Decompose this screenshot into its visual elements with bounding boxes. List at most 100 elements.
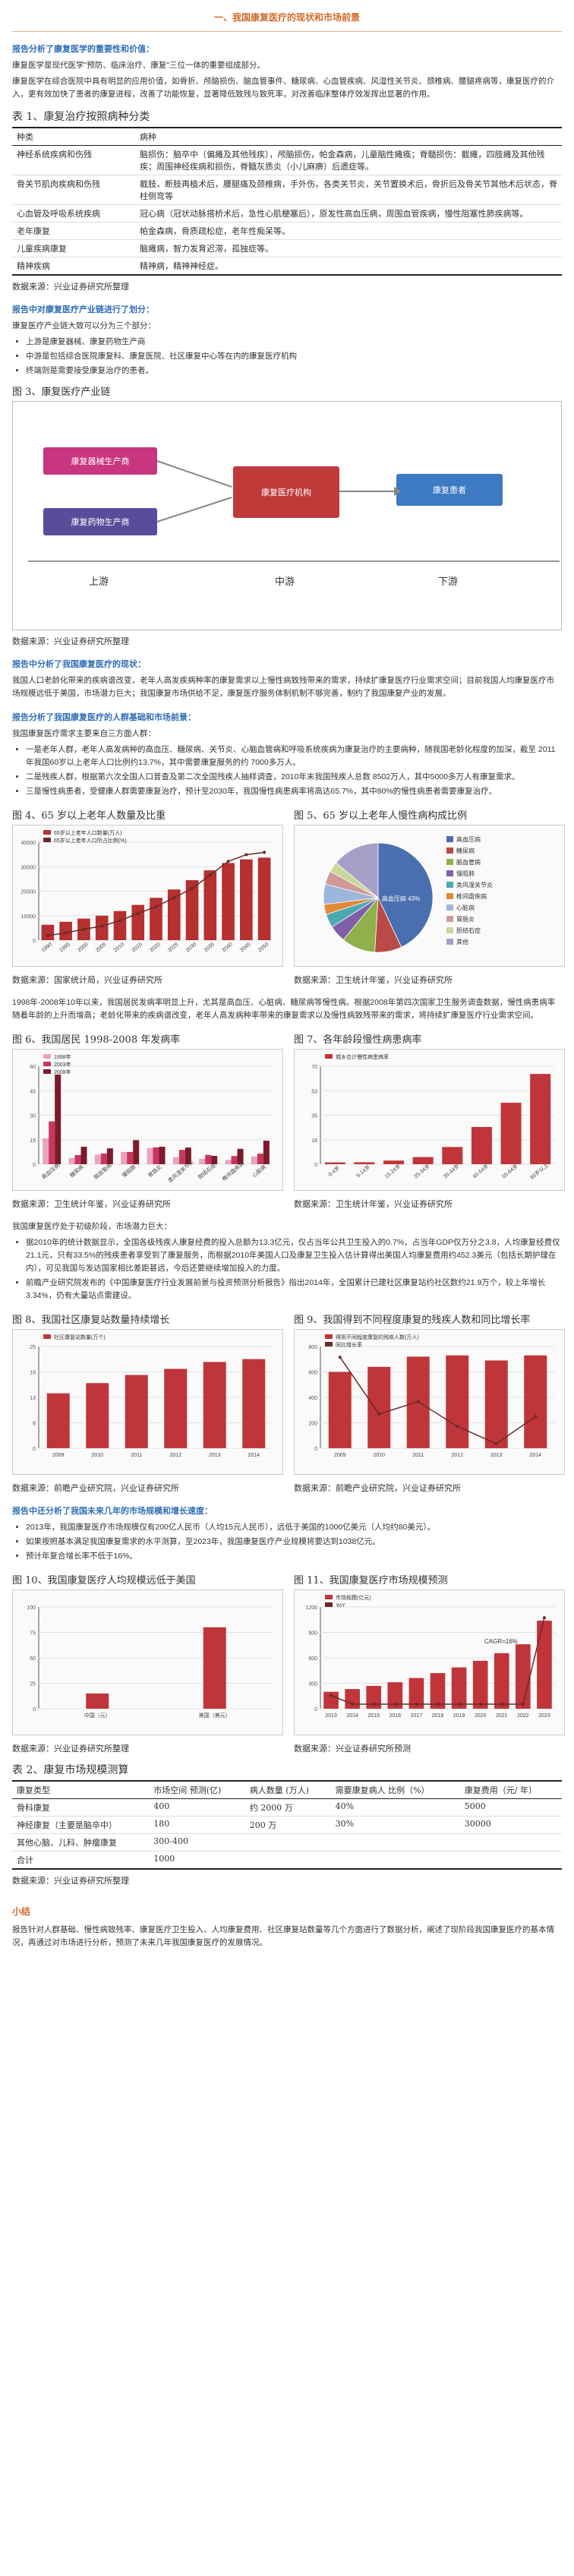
- x-tick-label: 35-44岁: [442, 1163, 461, 1180]
- table-cell: 30%: [330, 1816, 460, 1834]
- figure-row: 图 10、我国康复医疗人均规模远低于美国 0 25 50 75 100 中国（元） 美国（美…: [12, 1566, 565, 1754]
- paragraph: 康复医疗产业链大致可以分为三个部分：: [12, 321, 156, 330]
- table-cell: [244, 1851, 331, 1870]
- legend-swatch: [43, 838, 51, 842]
- table-caption: 表 1、康复治疗按照病种分类: [12, 111, 150, 123]
- bar: [131, 904, 145, 940]
- bar: [324, 1162, 345, 1164]
- legend-swatch: [43, 830, 51, 835]
- line-point: [377, 1412, 381, 1416]
- list-item: 中游是包括综合医院康复科、康复医院、社区康复中心等在内的康复医疗机构: [26, 350, 562, 363]
- x-tick-label: 2023: [538, 1713, 550, 1719]
- line-point: [226, 860, 230, 863]
- page-title: 一、我国康复医疗的现状和市场前景: [12, 0, 562, 32]
- bar: [472, 1660, 488, 1709]
- bar: [43, 1138, 49, 1164]
- y-tick-label: 45: [30, 1089, 36, 1094]
- line-point: [542, 1616, 546, 1620]
- section-forecast-title: 报告中还分析了我国未来几年的市场规模和增长速度：: [12, 1507, 213, 1516]
- bar: [94, 1154, 101, 1164]
- table-cell: 其他心脑、儿科、肿瘤康复: [12, 1833, 150, 1852]
- data-source: 数据来源：卫生统计年鉴，兴业证券研究所: [294, 1199, 453, 1209]
- table-header: 市场空间 预测(亿): [149, 1780, 245, 1799]
- line-point: [118, 919, 121, 923]
- y-tick-label: 75: [30, 1631, 36, 1637]
- table-cell: 神经康复（主要是脑卒中）: [12, 1816, 150, 1834]
- x-tick-label: 中国（元）: [84, 1712, 111, 1719]
- list-item: 如果按照基本满足我国康复需求的水平测算，至2023年，我国康复医疗产业规模将要达…: [26, 1536, 562, 1548]
- bar: [185, 879, 199, 940]
- x-tick-label: 2020: [149, 942, 162, 953]
- bar: [203, 870, 217, 940]
- bar: [222, 863, 235, 940]
- y-tick-label: 70: [311, 1065, 317, 1070]
- list-item: 前瞻产业研究院发布的《中国康复医疗行业发展前景与投资预测分析报告》指出2014年…: [26, 1277, 562, 1302]
- bar: [430, 1673, 446, 1709]
- bar: [225, 1160, 232, 1164]
- line-point: [100, 924, 104, 928]
- figure-caption: 图 5、65 岁以上老年人慢性病构成比例: [294, 810, 468, 822]
- pie-center-label: 高血压病 43%: [382, 895, 420, 902]
- legend-swatch: [325, 1342, 333, 1346]
- table-block: 表 1、康复治疗按照病种分类 种类 病种 神经系统疾病和伤残 脑损伤：脑卒中（偏瘫…: [12, 109, 562, 292]
- x-tick-label: 2017: [411, 1713, 423, 1719]
- table-cell: 30000: [459, 1816, 562, 1834]
- x-tick-label: 糖尿病: [68, 1163, 85, 1179]
- line-point: [154, 904, 158, 908]
- bar: [203, 1627, 226, 1709]
- table-cell: [459, 1851, 562, 1870]
- bar: [516, 1644, 531, 1709]
- bar: [345, 1689, 360, 1709]
- y-tick-label: 100: [27, 1605, 36, 1611]
- line-point: [191, 887, 194, 891]
- list-item: 2013年，我国康复医疗市场规模仅有200亿人民币（人均15元人民币），远低于美…: [26, 1521, 562, 1534]
- data-source: 数据来源：国家统计局，兴业证券研究所: [12, 975, 162, 985]
- y-tick-label: 400: [308, 1396, 317, 1401]
- section-status-title: 报告中分析了我国康复医疗的现状：: [12, 660, 146, 669]
- y-tick-label: 600: [308, 1371, 317, 1376]
- bar: [164, 1368, 188, 1448]
- bar: [530, 1074, 551, 1164]
- arrow-line: [156, 497, 232, 522]
- bar: [240, 859, 253, 940]
- table-cell: [244, 1833, 331, 1852]
- table-cell: 200 万: [244, 1816, 331, 1834]
- x-tick-label: 2015: [367, 1713, 380, 1719]
- x-tick-label: 2045: [239, 942, 252, 953]
- y-tick-label: 40000: [21, 841, 36, 846]
- bar: [147, 1148, 153, 1164]
- chronic-disease-pie: 高血压病 43% 高血压病糖尿病脑血管病慢阻肺类风湿关节炎椎间盘疾病心脏病胃肠炎胆…: [294, 825, 565, 967]
- legend-label: 市场规模(亿元): [336, 1594, 371, 1601]
- table-row: 骨关节肌肉疾病和伤残 截肢，断肢再植术后，腰腿痛及颈椎病，手外伤，各类关节炎，关节…: [12, 175, 562, 205]
- paragraph: 我国康复医疗处于初级阶段，市场潜力巨大：: [12, 1222, 172, 1231]
- paragraph: 我国康复医疗需求主要来自三方面人群：: [12, 729, 156, 738]
- x-tick-label: 2015: [131, 942, 144, 953]
- y-tick-label: 19: [30, 1371, 36, 1376]
- legend-swatch: [43, 1334, 51, 1339]
- x-tick-label: 2014: [248, 1453, 260, 1458]
- paragraph: 康复医学是现代医学"预防、临床治疗、康复"三位一体的重要组成部分。: [12, 61, 265, 70]
- line-point: [393, 1703, 397, 1706]
- table-row: 合计 1000: [12, 1851, 562, 1870]
- chain-box-drug-maker: 康复药物生产商: [43, 508, 157, 535]
- table-header: 种类: [12, 127, 135, 146]
- table-cell: 心血管及呼吸系统疾病: [12, 204, 135, 223]
- age-group-chart: 0 18 35 53 70 0-4岁 5-14岁 15-24岁 25-34岁 35-44岁 45-5…: [294, 1049, 565, 1191]
- y-tick-label: 200: [308, 1422, 317, 1427]
- table-header: 需要康复病人 比例（%）: [330, 1780, 460, 1799]
- bar: [367, 1366, 391, 1448]
- elderly-population-chart: 0 10000 20000 30000 40000 1990 1995 2000 2005 201…: [12, 825, 283, 967]
- line-point: [244, 853, 248, 857]
- bar: [257, 1154, 263, 1164]
- figure-caption: 图 3、康复医疗产业链: [12, 387, 111, 398]
- line-point: [534, 1415, 538, 1419]
- legend-swatch: [446, 904, 453, 911]
- table-header: 康复费用（元/ 年）: [459, 1780, 562, 1799]
- data-source: 数据来源：卫生统计年鉴，兴业证券研究所: [294, 975, 453, 985]
- data-source: 数据来源：兴业证券研究所预测: [294, 1744, 411, 1754]
- legend-label: YoY: [336, 1603, 345, 1608]
- y-tick-label: 800: [308, 1345, 317, 1350]
- table-cell: 约 2000 万: [244, 1798, 331, 1817]
- legend-label: 2008年: [54, 1069, 71, 1075]
- bar: [323, 1691, 339, 1709]
